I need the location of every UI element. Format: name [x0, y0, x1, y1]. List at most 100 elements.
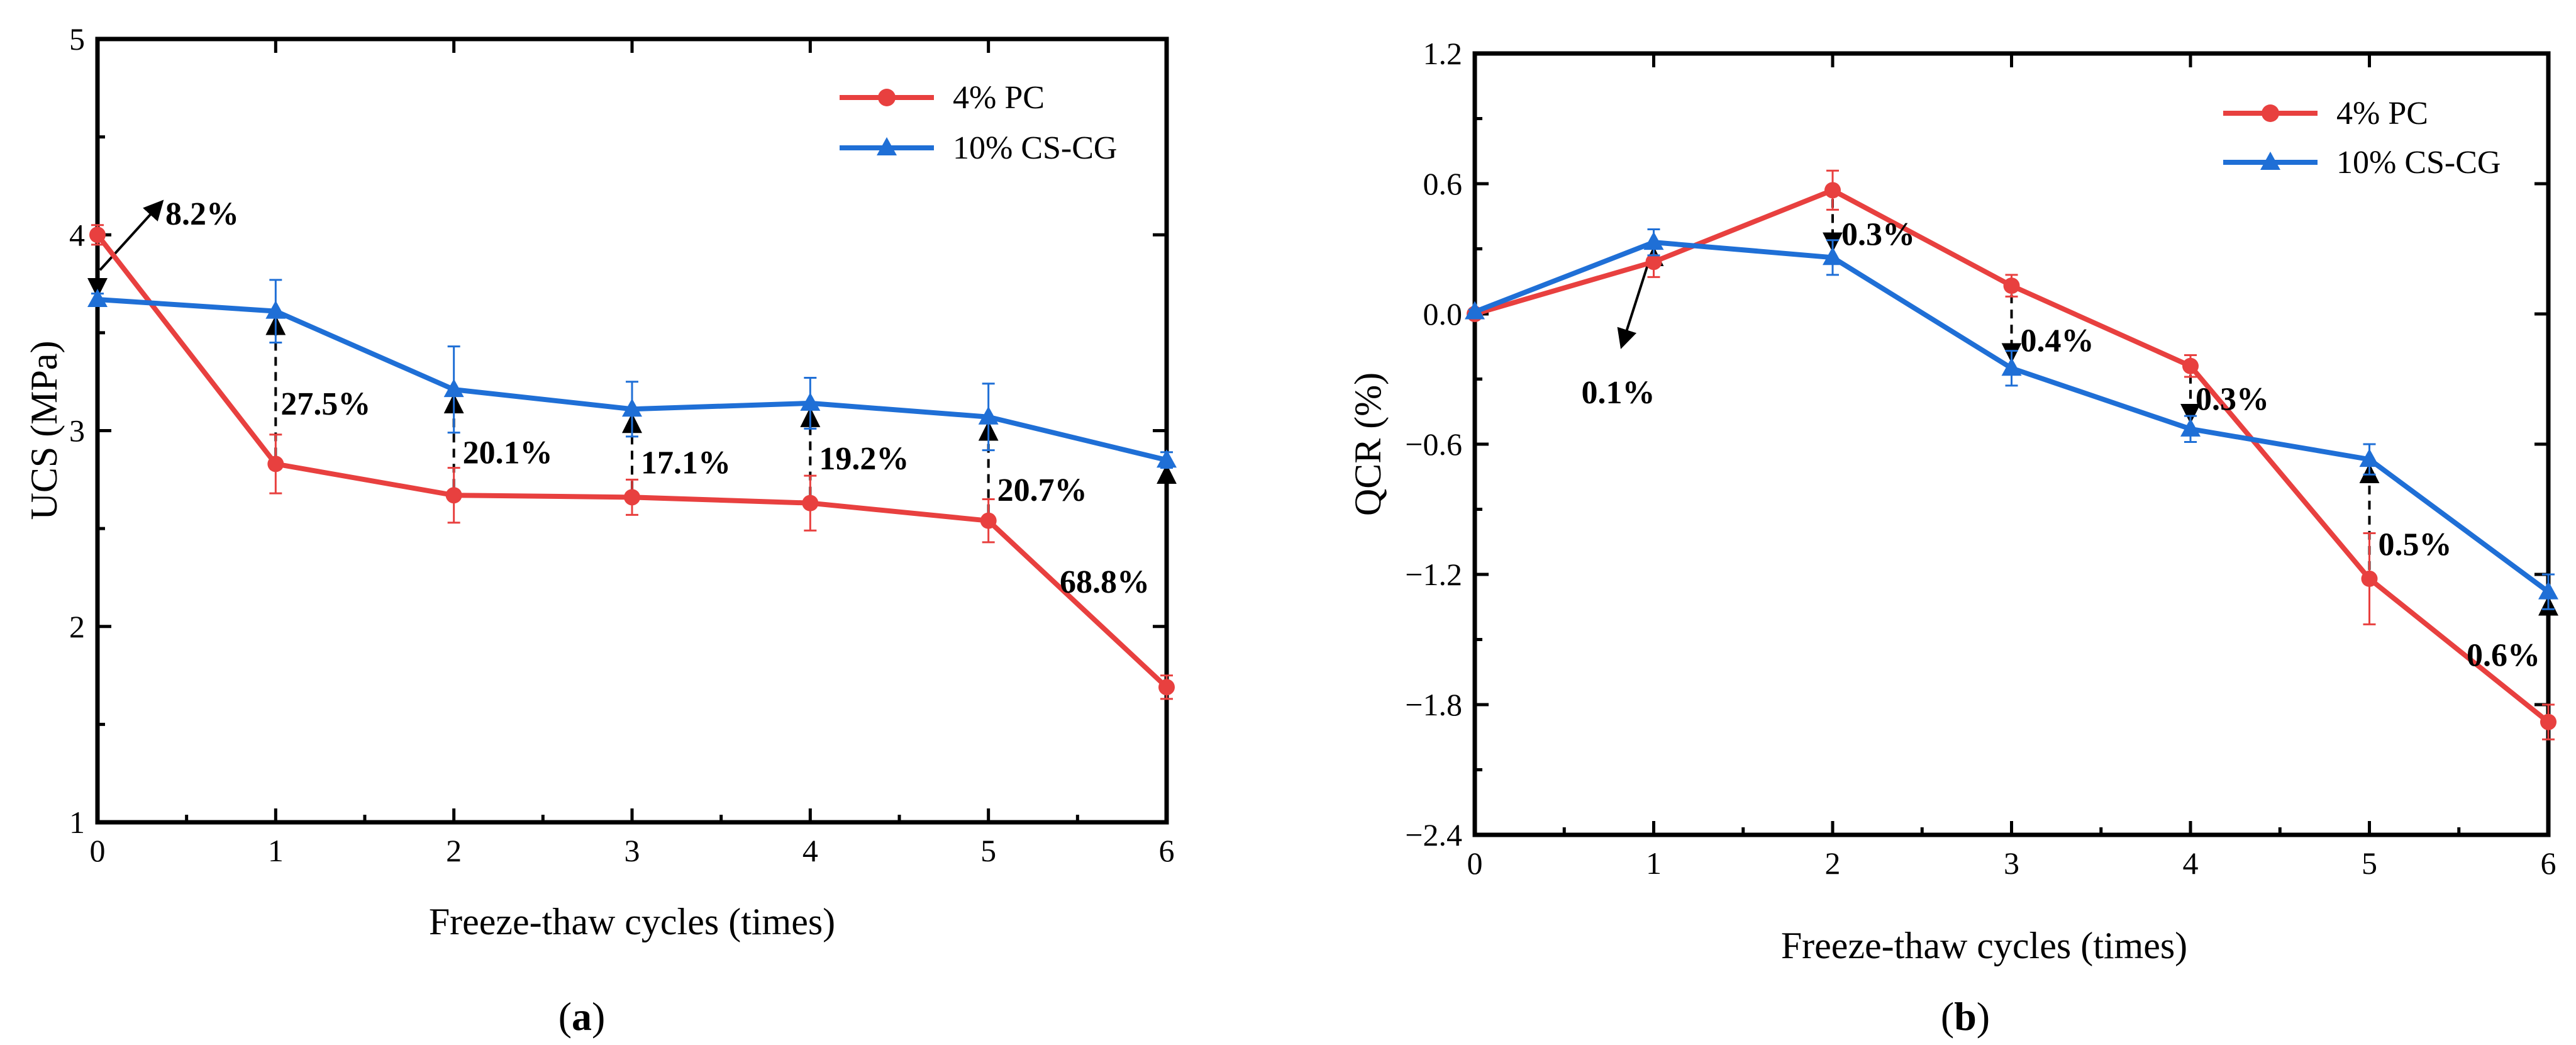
data-point — [800, 392, 821, 411]
y-tick-label: 3 — [69, 413, 85, 449]
panel-label-a-letter: a — [572, 994, 592, 1039]
x-tick-label: 6 — [1159, 833, 1175, 868]
annotations-a: 8.2% 27.5% 20.1% 17.1% 19.2% 20.7% 68.8% — [165, 196, 1150, 600]
data-point — [1643, 232, 1664, 250]
x-tick-label: 5 — [2362, 846, 2377, 881]
data-point — [802, 495, 819, 511]
data-point — [2180, 418, 2201, 437]
y-tick-label: 1 — [69, 805, 85, 840]
y-tick-label: −2.4 — [1405, 817, 1462, 852]
x-axis-label-a: Freeze-thaw cycles (times) — [429, 901, 835, 942]
annotations-b: 0.1% 0.3% 0.4% 0.3% 0.5% 0.6% — [1582, 216, 2541, 673]
data-point — [1824, 182, 1841, 199]
legend-a: 4% PC 10% CS-CG — [840, 80, 1117, 166]
legend-a-cs-marker — [877, 137, 897, 155]
series-cs-cg — [87, 279, 1177, 469]
legend-a-cs-label: 10% CS-CG — [953, 130, 1117, 166]
data-point — [2003, 277, 2020, 294]
annotation-label: 0.6% — [2467, 638, 2540, 674]
annotation-label: 27.5% — [280, 386, 370, 422]
y-axis-label-b: QCR (%) — [1347, 372, 1389, 516]
x-tick-label: 5 — [980, 833, 996, 868]
y-tick-label: 0.0 — [1423, 296, 1463, 332]
series-b — [1465, 169, 2558, 740]
annotation-label: 0.4% — [2021, 323, 2094, 359]
data-point — [1158, 679, 1175, 696]
pointer-arrow — [1617, 261, 1650, 349]
data-point — [2540, 713, 2557, 730]
data-point — [1465, 301, 1485, 320]
y-tick-labels-b: 1.2 0.6 0.0 −0.6 −1.2 −1.8 −2.4 — [1405, 36, 1462, 852]
data-point — [622, 398, 642, 417]
x-tick-label: 3 — [2004, 846, 2019, 881]
series-pc — [89, 224, 1175, 700]
x-tick-label: 2 — [1825, 846, 1841, 881]
annotation-label: 68.8% — [1060, 564, 1150, 600]
legend-b-cs-label: 10% CS-CG — [2336, 145, 2501, 181]
data-point — [2361, 570, 2378, 587]
y-axis-label-a: UCS (MPa) — [23, 340, 65, 520]
x-tick-label: 1 — [268, 833, 284, 868]
legend-b: 4% PC 10% CS-CG — [2223, 96, 2501, 181]
x-tick-labels-a: 0 1 2 3 4 5 6 — [90, 833, 1175, 868]
data-point — [2359, 449, 2380, 467]
data-point — [445, 487, 462, 504]
data-point — [87, 288, 108, 307]
data-point — [624, 489, 640, 506]
x-tick-label: 1 — [1646, 846, 1662, 881]
x-tick-label: 2 — [446, 833, 462, 868]
y-tick-label: 5 — [69, 21, 85, 57]
legend-a-pc-marker — [878, 89, 896, 106]
y-tick-label: 0.6 — [1423, 166, 1463, 201]
data-point — [1645, 254, 1662, 271]
data-point — [978, 406, 999, 425]
data-point — [265, 300, 286, 319]
y-tick-labels-a: 1 2 3 4 5 — [69, 21, 85, 840]
data-point — [267, 455, 284, 472]
annotation-label: 0.1% — [1582, 375, 1655, 411]
y-tick-label: −0.6 — [1405, 427, 1462, 462]
annotation-label: 19.2% — [819, 441, 909, 477]
data-point — [89, 226, 106, 243]
difference-arrows-b — [1617, 199, 2558, 713]
series-a — [87, 224, 1177, 700]
legend-b-cs-marker — [2260, 152, 2280, 170]
y-tick-label: −1.2 — [1405, 557, 1462, 592]
x-tick-label: 4 — [2183, 846, 2199, 881]
legend-b-pc-marker — [2262, 104, 2279, 122]
y-tick-label: −1.8 — [1405, 687, 1462, 722]
x-tick-labels-b: 0 1 2 3 4 5 6 — [1467, 846, 2557, 881]
x-axis-label-b: Freeze-thaw cycles (times) — [1781, 925, 2187, 966]
panel-label-b: (b) — [1941, 994, 1990, 1039]
legend-b-pc-label: 4% PC — [2336, 96, 2428, 131]
data-point — [443, 379, 464, 398]
annotation-label: 20.1% — [463, 435, 553, 471]
data-point — [2001, 357, 2022, 376]
series-line — [1474, 187, 2550, 724]
legend-a-pc-label: 4% PC — [953, 80, 1045, 116]
x-tick-label: 0 — [1467, 846, 1483, 881]
annotation-label: 8.2% — [165, 196, 239, 232]
annotation-label: 20.7% — [997, 472, 1087, 508]
y-tick-label: 4 — [69, 217, 85, 252]
pointer-arrow — [99, 199, 164, 271]
y-tick-label: 2 — [69, 609, 85, 644]
data-point — [980, 512, 997, 529]
series-cs-cg — [1465, 228, 2558, 610]
panel-label-a: (a) — [558, 994, 606, 1039]
axis-ticks-a — [96, 37, 1169, 824]
series-line — [95, 233, 1169, 690]
y-tick-label: 1.2 — [1423, 36, 1463, 71]
x-tick-label: 0 — [90, 833, 106, 868]
annotation-label: 0.3% — [1841, 216, 1915, 252]
annotation-label: 0.3% — [2196, 382, 2269, 418]
series-pc — [1467, 169, 2557, 740]
data-point — [2182, 357, 2199, 374]
annotation-label: 17.1% — [641, 445, 731, 481]
panel-label-b-letter: b — [1954, 994, 1977, 1039]
x-tick-label: 3 — [625, 833, 640, 868]
data-point — [1157, 449, 1177, 468]
